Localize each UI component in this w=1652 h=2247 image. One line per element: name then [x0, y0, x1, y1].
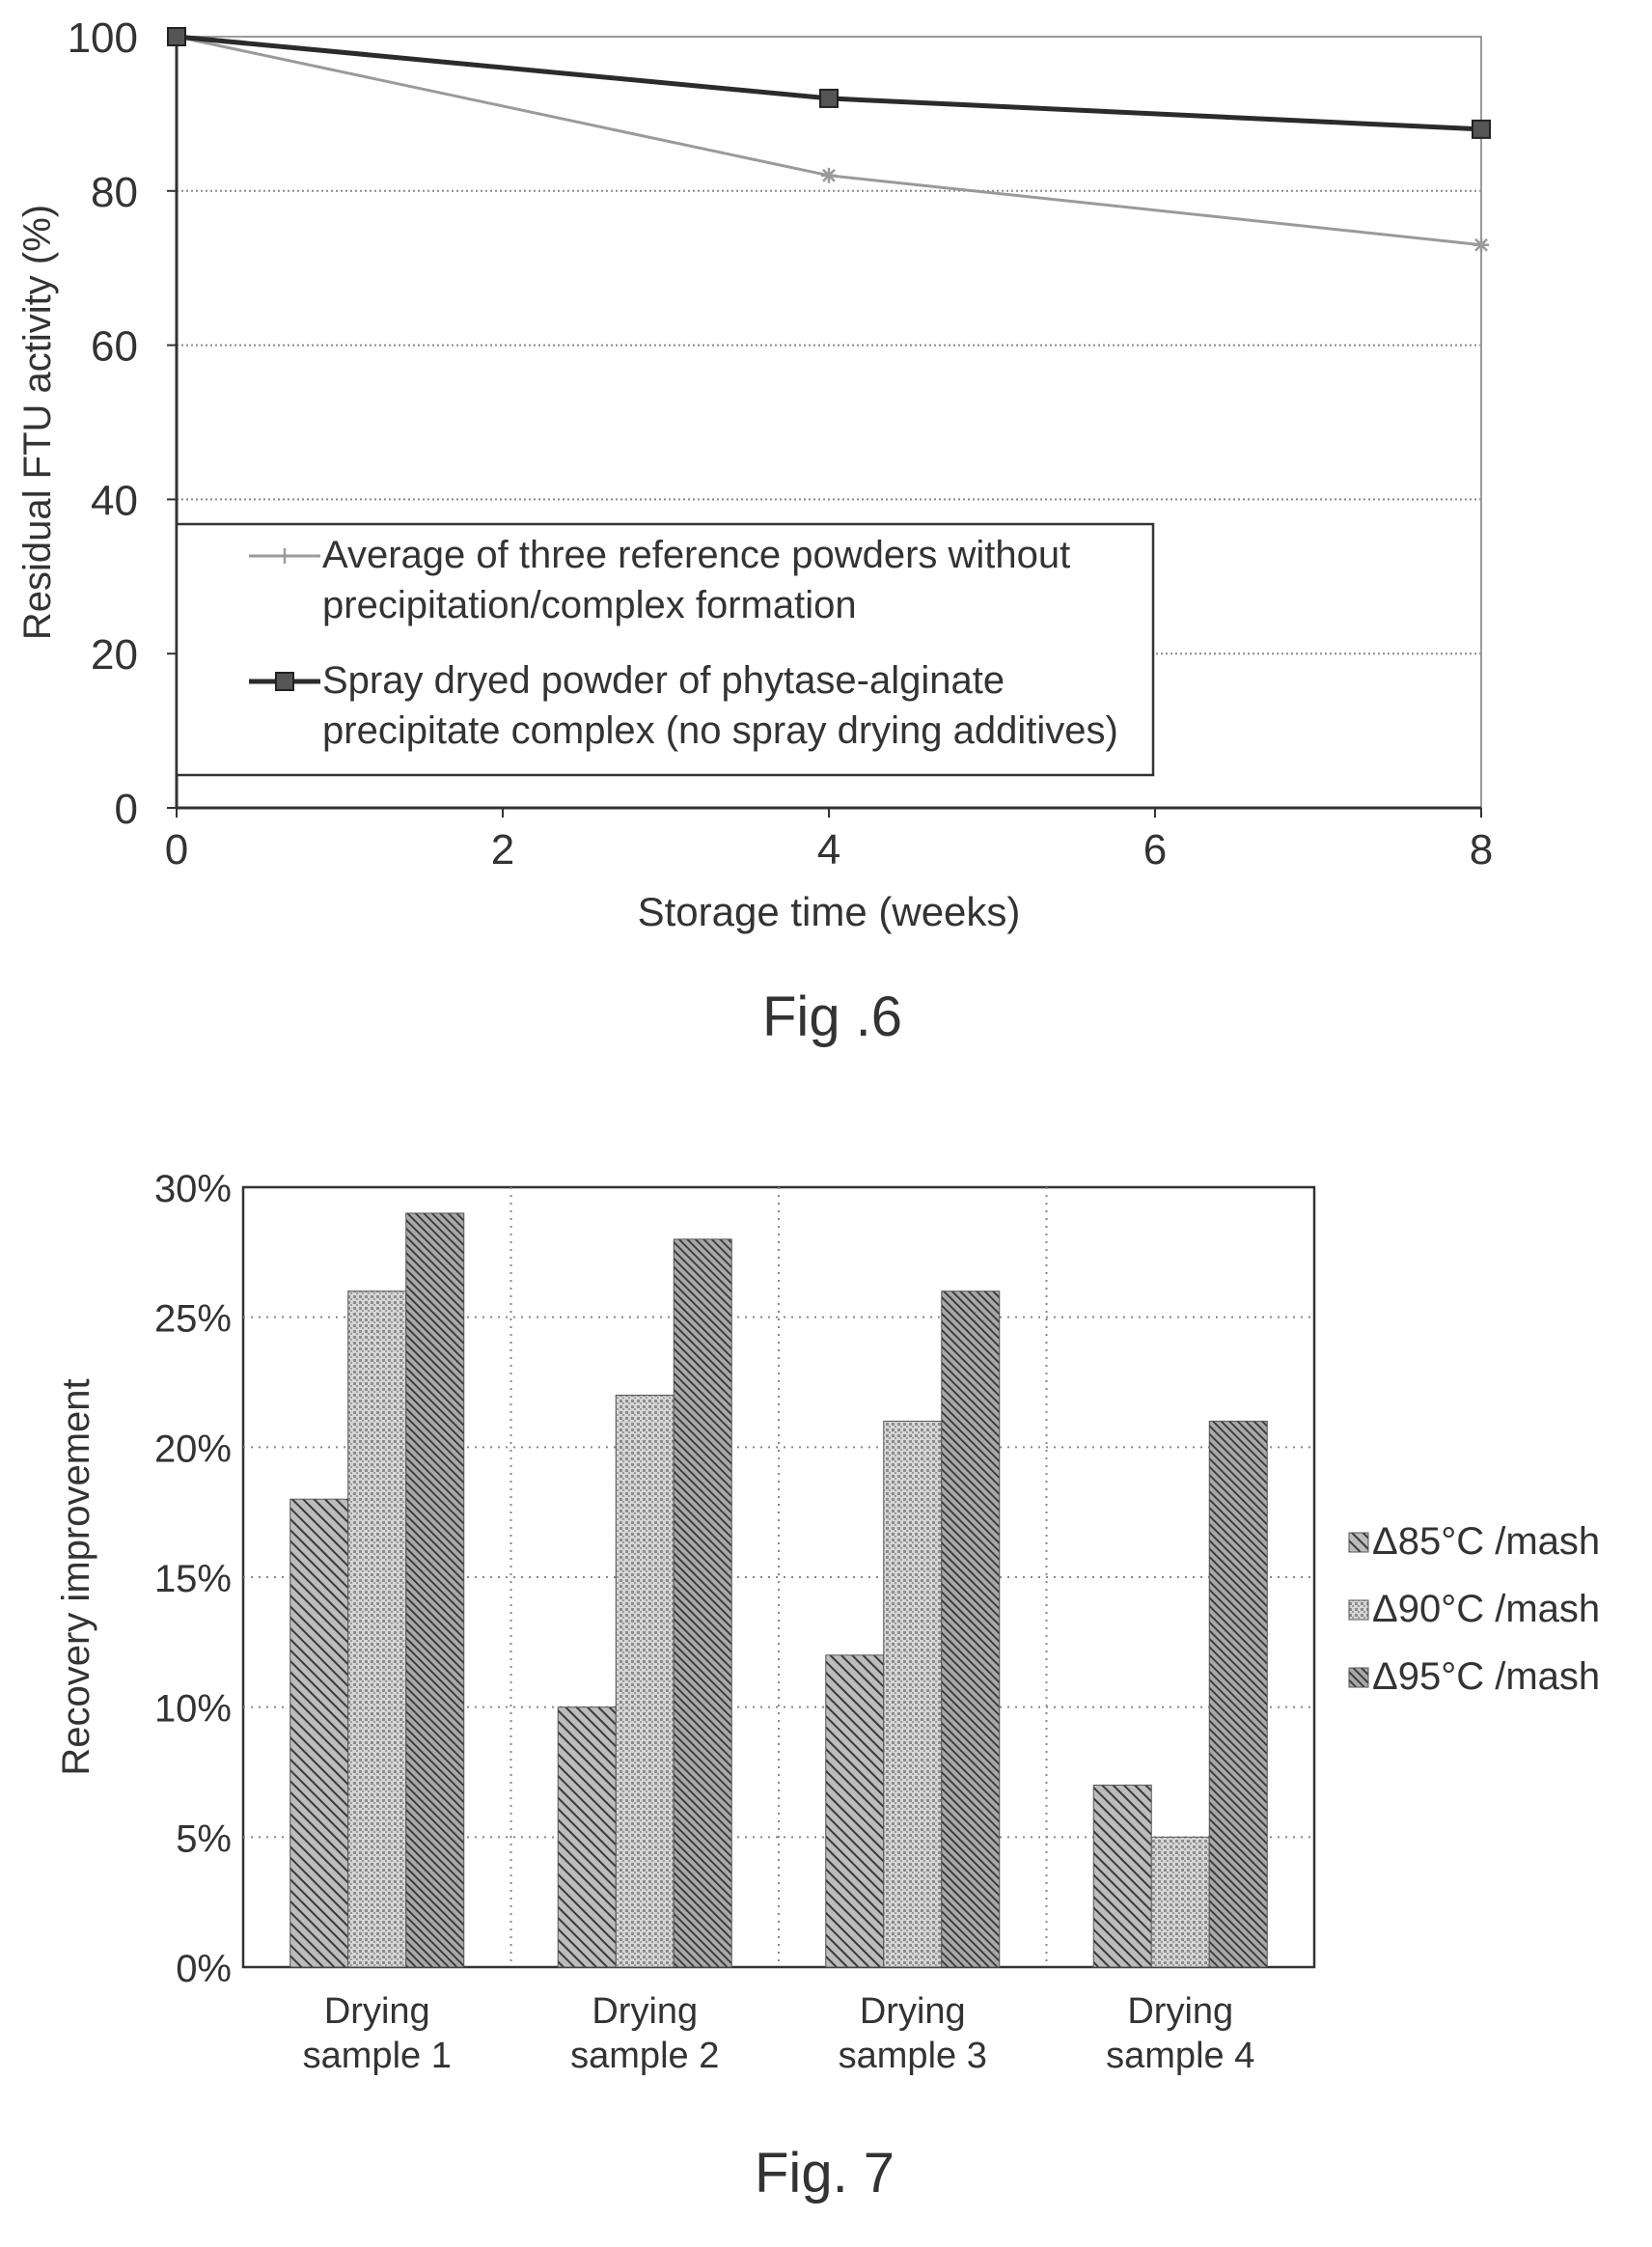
bar-1-2 [347, 1290, 407, 1968]
y-tick-label: 60 [91, 323, 138, 371]
data-point [819, 88, 839, 108]
category-label: Drying [324, 1991, 430, 2032]
bar-2-3 [673, 1238, 732, 1968]
bar-3-1 [825, 1654, 885, 1968]
y-tick-label: 0% [176, 1948, 232, 1990]
line-chart: 0 20 40 60 80 100 0 2 4 6 8 Storage time (weeks) Res… [16, 14, 1493, 934]
y-tick-label: 40 [91, 477, 138, 524]
series-line-1 [176, 35, 1482, 247]
x-tick-label: 8 [1470, 826, 1493, 874]
bar-1-1 [289, 1498, 349, 1968]
y-tick-label: 5% [176, 1817, 232, 1860]
legend-box [175, 522, 1155, 777]
x-axis-title: Storage time (weeks) [638, 889, 1021, 934]
legend-label: Δ95°C /mash [1372, 1655, 1600, 1698]
bar-1-3 [405, 1212, 465, 1968]
y-axis-title: Recovery improvement [55, 1378, 97, 1775]
legend-label: Δ85°C /mash [1372, 1520, 1600, 1563]
bar-2-2 [615, 1394, 675, 1968]
category-label: sample 2 [570, 2036, 719, 2076]
category-label: Drying [1127, 1991, 1233, 2032]
y-axis-title: Residual FTU activity (%) [16, 205, 59, 640]
legend-label: Spray dryed powder of phytase-alginate [322, 659, 1005, 702]
data-point [1472, 119, 1491, 139]
legend-label: precipitation/complex formation [322, 584, 857, 626]
bar-4-1 [1092, 1784, 1152, 1968]
legend-marker [275, 672, 294, 691]
y-tick-label: 20 [91, 631, 138, 679]
legend-swatch [1348, 1599, 1369, 1621]
bar-2-1 [557, 1706, 617, 1968]
data-point [167, 27, 186, 46]
category-label: sample 4 [1106, 2036, 1254, 2076]
y-tick-label: 25% [154, 1298, 232, 1341]
figure-6: 0 20 40 60 80 100 0 2 4 6 8 Storage time (weeks) Res… [0, 0, 1652, 1091]
x-tick-label: 6 [1143, 826, 1167, 874]
legend-swatch [1348, 1532, 1369, 1553]
category-label: sample 1 [303, 2036, 452, 2076]
data-point [821, 167, 837, 183]
y-tick-label: 80 [91, 169, 138, 216]
bar-4-3 [1208, 1420, 1268, 1968]
category-label: Drying [860, 1991, 966, 2032]
legend-label: Average of three reference powders witho… [322, 534, 1070, 576]
data-point [1473, 236, 1489, 253]
y-tick-label: 30% [154, 1168, 232, 1210]
bar-3-2 [883, 1420, 943, 1968]
legend-label: precipitate complex (no spray drying add… [322, 709, 1118, 752]
series-line-2 [176, 34, 1482, 132]
category-label: sample 3 [839, 2036, 987, 2076]
bar-4-2 [1150, 1836, 1210, 1968]
y-tick-label: 20% [154, 1428, 232, 1470]
legend: Δ85°C /mash Δ90°C /mash Δ95°C /mash [1348, 1520, 1600, 1698]
legend-marker [277, 548, 292, 564]
legend: Average of three reference powders witho… [175, 522, 1155, 777]
y-tick-label: 10% [154, 1688, 232, 1731]
figure-7: 0% 5% 10% 15% 20% 25% 30% Drying sample 1 Drying s… [0, 1110, 1652, 2247]
figure-7-caption: Fig. 7 [755, 2142, 895, 2205]
legend-label: Δ90°C /mash [1372, 1588, 1600, 1630]
y-tick-label: 0 [115, 786, 138, 833]
x-tick-label: 4 [817, 826, 840, 874]
legend-swatch [1348, 1667, 1369, 1688]
figure-6-caption: Fig .6 [762, 985, 903, 1048]
y-tick-label: 15% [154, 1558, 232, 1600]
bar-3-3 [941, 1290, 1001, 1968]
y-tick-label: 100 [68, 14, 138, 62]
x-tick-label: 0 [165, 826, 188, 874]
category-label: Drying [592, 1991, 698, 2032]
x-tick-label: 2 [491, 826, 514, 874]
